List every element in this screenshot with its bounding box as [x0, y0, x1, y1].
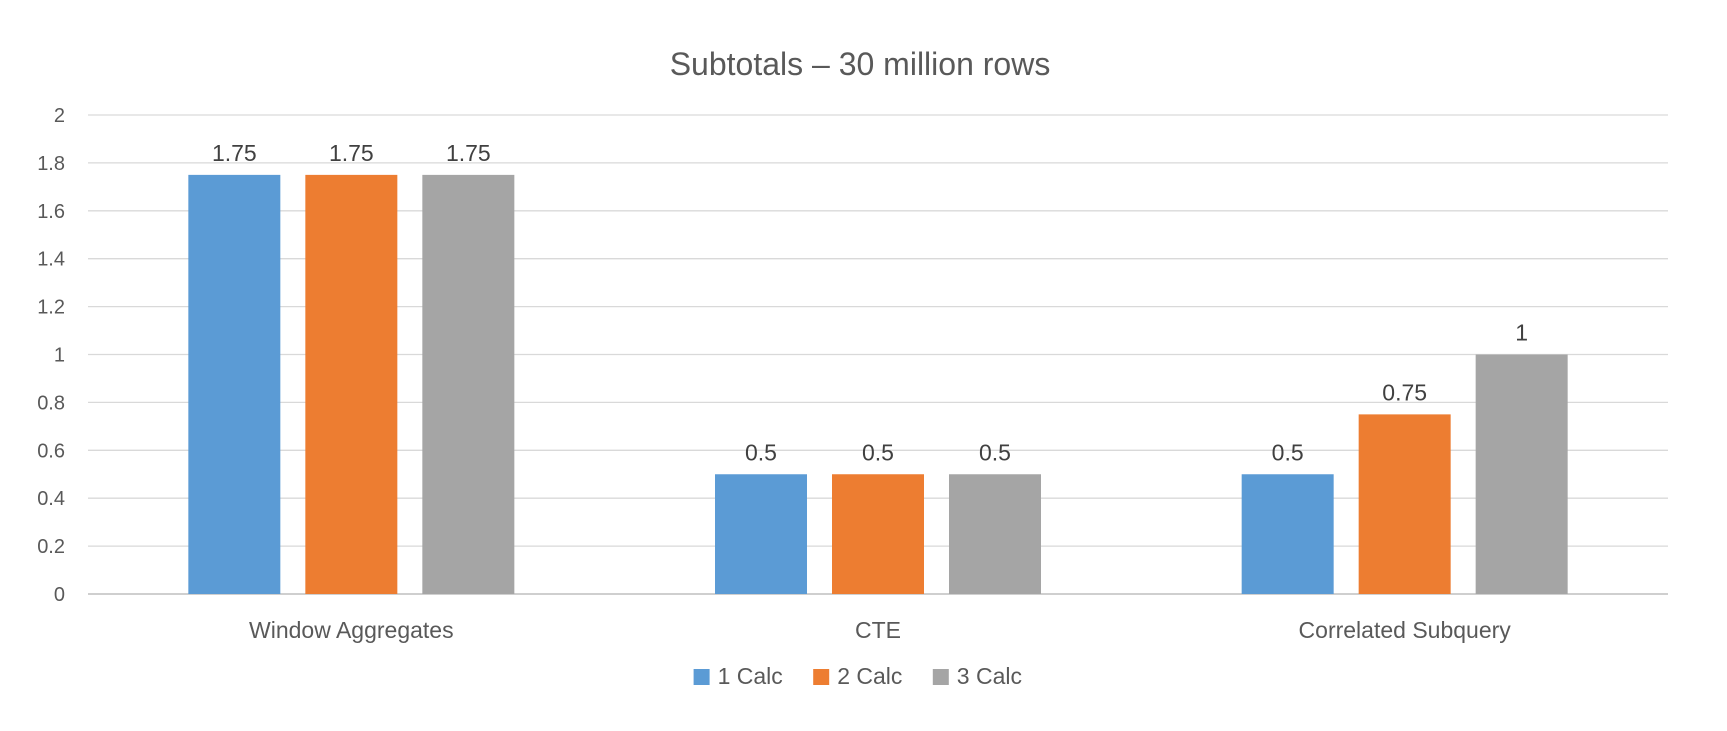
legend-swatch: [693, 669, 710, 685]
bar: [1241, 474, 1334, 594]
legend: 1 Calc 2 Calc 3 Calc: [693, 663, 1022, 689]
y-tick-label: 0: [54, 584, 65, 606]
y-tick-label: 1.6: [37, 201, 65, 223]
y-tick-label: 0.8: [37, 392, 65, 414]
y-tick-label: 1: [54, 345, 65, 367]
chart-title: Subtotals – 30 million rows: [670, 46, 1051, 82]
data-label: 0.5: [1272, 439, 1304, 465]
legend-label: 2 Calc: [837, 663, 902, 689]
y-tick-label: 0.4: [37, 488, 65, 510]
y-tick-label: 1.4: [37, 249, 65, 271]
y-tick-label: 0.2: [37, 536, 65, 558]
x-axis-categories: Window Aggregates CTE Correlated Subquery: [249, 617, 1511, 643]
x-category-label: Correlated Subquery: [1299, 617, 1512, 643]
bar: [1475, 354, 1568, 594]
legend-label: 3 Calc: [957, 663, 1022, 689]
bar: [949, 474, 1041, 594]
data-label: 1: [1515, 320, 1528, 346]
data-label: 1.75: [329, 140, 374, 166]
bar: [1358, 414, 1451, 594]
y-axis-ticks: 0 0.2 0.4 0.6 0.8 1 1.2 1.4 1.6 1.8 2: [37, 105, 65, 606]
data-label: 0.5: [745, 439, 777, 465]
bar: [422, 174, 515, 594]
legend-swatch: [932, 669, 949, 685]
y-tick-label: 1.2: [37, 297, 65, 319]
x-category-label: CTE: [855, 617, 901, 643]
data-label: 1.75: [446, 140, 491, 166]
data-labels: 1.75 1.75 1.75 0.5 0.5 0.5 0.5 0.75 1: [212, 140, 1528, 465]
data-label: 1.75: [212, 140, 257, 166]
bar: [305, 174, 398, 594]
legend-swatch: [813, 669, 830, 685]
data-label: 0.5: [862, 439, 894, 465]
data-label: 0.75: [1382, 379, 1427, 405]
bar: [188, 174, 281, 594]
bar: [715, 474, 807, 594]
y-tick-label: 2: [54, 105, 65, 127]
bar: [832, 474, 924, 594]
y-tick-label: 0.6: [37, 440, 65, 462]
x-category-label: Window Aggregates: [249, 617, 454, 643]
y-tick-label: 1.8: [37, 153, 65, 175]
legend-label: 1 Calc: [718, 663, 783, 689]
data-label: 0.5: [979, 439, 1011, 465]
bars: [188, 174, 1568, 594]
